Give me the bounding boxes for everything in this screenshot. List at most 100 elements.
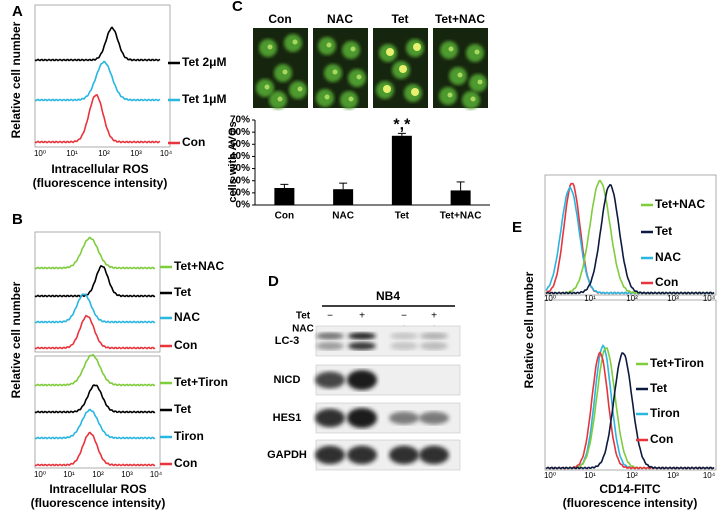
cell-line: NB4 (376, 289, 400, 303)
plot-frame (544, 299, 717, 471)
legend-label: Con (174, 338, 197, 352)
x-tick-label: 10² (92, 470, 104, 479)
cell-spot (332, 69, 338, 75)
x-tick-label: 10⁴ (160, 149, 173, 158)
cell-spot (470, 96, 476, 102)
x-tick-label: 10⁰ (34, 149, 46, 158)
plot-frame (34, 4, 171, 148)
histogram-curve (34, 384, 156, 414)
legend-label: Tet+NAC (655, 197, 705, 211)
x-tick-label: 10⁰ (34, 470, 46, 479)
cell-spot (277, 96, 283, 102)
x-tick-label: 10¹ (584, 471, 596, 480)
y-tick-label: 30% (230, 163, 250, 174)
cell-spot (477, 79, 483, 85)
blot (315, 325, 461, 357)
cell-spot (267, 44, 273, 50)
cell-spot (326, 42, 332, 48)
image-label: Tet (391, 12, 408, 26)
bar (274, 188, 295, 205)
x-axis-label: Intracellular ROS (49, 482, 146, 496)
histogram-curve (545, 352, 715, 470)
legend-label: Tet 2μM (182, 55, 226, 69)
histogram-curve (545, 183, 715, 295)
panel-label: D (268, 273, 279, 290)
x-axis-label: (fluorescence intensity) (33, 176, 168, 190)
legend-label: Tiron (650, 406, 680, 420)
histogram-curve (34, 314, 156, 350)
y-tick-label: 10% (230, 187, 250, 198)
x-axis-label: (fluorescence intensity) (31, 496, 166, 510)
band (420, 342, 448, 350)
treatment-label: Tet (296, 311, 311, 322)
blot-label: LC-3 (275, 335, 299, 347)
image-label: Tet+NAC (435, 12, 485, 26)
cell-spot (399, 65, 407, 73)
bar (391, 135, 412, 205)
band (389, 411, 419, 425)
y-tick-label: 20% (230, 175, 250, 186)
cell-spot (348, 96, 354, 102)
x-tick-label: 10⁰ (544, 471, 556, 480)
cell-spot (457, 72, 463, 78)
x-tick-label: 10⁴ (150, 470, 163, 479)
blot-label: GAPDH (267, 449, 307, 461)
y-tick-label: 60% (230, 127, 250, 138)
histogram-curve (34, 353, 156, 387)
band (419, 445, 449, 465)
cell-spot (474, 49, 480, 55)
panel-label: E (512, 219, 522, 236)
image-label: Con (268, 12, 291, 26)
bar (450, 190, 471, 205)
x-tick-label: 10² (626, 294, 638, 303)
cell-spot (413, 43, 421, 51)
y-axis-label: Relative cell number (9, 21, 23, 138)
blot-label: HES1 (273, 412, 302, 424)
cell-spot (356, 74, 362, 80)
band (420, 332, 448, 340)
x-tick-label: 10³ (667, 294, 679, 303)
cell-spot (386, 48, 394, 56)
x-tick-label: NAC (332, 211, 354, 222)
histogram-curve (34, 431, 156, 467)
x-tick-label: Con (275, 211, 294, 222)
legend-label: Con (174, 456, 197, 470)
band (347, 445, 377, 465)
cell-spot (411, 88, 419, 96)
cell-spot (383, 85, 391, 93)
band (419, 411, 449, 425)
x-tick-label: 10⁴ (703, 471, 716, 480)
panel-label: B (12, 211, 23, 228)
cell-spot (448, 46, 454, 52)
legend-label: Tet+NAC (174, 259, 224, 273)
y-axis-label: cells with AVOs (227, 121, 239, 202)
legend-label: Tet+Tiron (650, 356, 704, 370)
band (316, 332, 344, 340)
x-tick-label: 10¹ (66, 149, 78, 158)
histogram-curve (34, 264, 156, 298)
y-axis-label: Relative cell number (522, 271, 536, 388)
band (347, 408, 377, 428)
x-tick-label: 10² (98, 149, 110, 158)
histogram-curve (34, 93, 161, 144)
histogram-curve (34, 293, 156, 324)
legend-label: Tiron (174, 429, 204, 443)
legend-label: NAC (174, 310, 200, 324)
bar (333, 189, 354, 205)
treatment-label: NAC (292, 324, 314, 335)
blot-label: NICD (274, 374, 301, 386)
y-tick-label: 0% (236, 200, 251, 211)
image-label: NAC (327, 12, 353, 26)
histogram-curve (34, 26, 161, 62)
band (390, 342, 418, 350)
x-tick-label: 10² (626, 471, 638, 480)
panel-label: C (232, 0, 243, 15)
cell-spot (292, 39, 298, 45)
x-axis-label: (fluorescence intensity) (563, 496, 698, 510)
plot-frame (544, 174, 717, 296)
legend-label: Tet (655, 224, 672, 238)
band (315, 445, 345, 465)
treatment-sign: − (327, 311, 333, 322)
y-tick-label: 50% (230, 139, 250, 150)
